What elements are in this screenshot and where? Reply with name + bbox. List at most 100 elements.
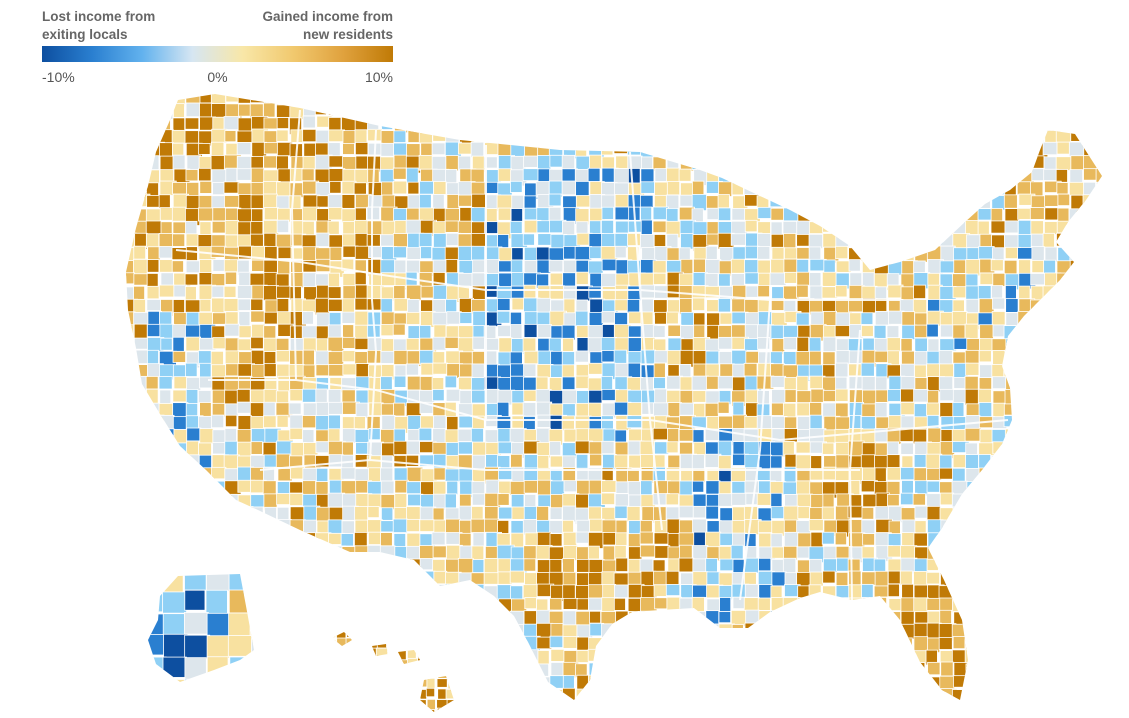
county-cell (602, 662, 615, 680)
county-cell (562, 597, 579, 610)
county-cell (562, 687, 576, 700)
county-cell (887, 494, 900, 507)
county-cell (563, 94, 578, 106)
county-cell (693, 649, 711, 663)
county-cell (1056, 182, 1069, 195)
county-cell (134, 154, 150, 167)
county-cell (314, 103, 327, 116)
county-cell (1042, 94, 1055, 104)
county-cell (1056, 675, 1071, 692)
county-cell (420, 663, 435, 679)
county-cell (977, 208, 992, 221)
county-cell (1057, 650, 1070, 667)
county-cell (1096, 583, 1102, 601)
county-cell (652, 142, 667, 157)
county-cell (731, 130, 746, 146)
county-cell (680, 663, 696, 676)
county-cell (184, 574, 207, 591)
county-cell (679, 130, 691, 146)
county-cell (380, 558, 393, 571)
county-cell (665, 311, 679, 325)
county-cell (347, 678, 361, 694)
county-cell (289, 688, 303, 700)
county-cell (471, 481, 486, 495)
county-cell (368, 597, 383, 612)
county-cell (666, 350, 681, 367)
county-cell (795, 624, 812, 640)
county-cell (457, 220, 473, 234)
county-cell (731, 624, 744, 637)
county-cell (1056, 428, 1072, 441)
county-cell (797, 207, 811, 223)
county-cell (914, 650, 928, 665)
county-cell (1017, 623, 1031, 639)
county-cell (1030, 403, 1043, 420)
county-cell (875, 702, 886, 716)
county-cell (445, 117, 461, 130)
county-cell (329, 180, 342, 194)
county-cell (406, 570, 424, 588)
county-cell (471, 389, 487, 404)
county-cell (901, 234, 917, 250)
county-cell (550, 701, 563, 716)
county-cell (1068, 506, 1082, 520)
county-cell (458, 680, 470, 693)
county-cell (613, 454, 629, 469)
county-cell (484, 103, 503, 116)
county-cell (497, 701, 513, 717)
county-cell (1030, 675, 1049, 689)
county-cell (172, 689, 185, 700)
county-cell (251, 702, 264, 718)
county-cell (653, 532, 669, 545)
county-cell (666, 676, 684, 691)
county-cell (1082, 480, 1100, 495)
county-cell (523, 259, 538, 275)
county-cell (327, 428, 341, 443)
county-cell (342, 336, 356, 349)
county-cell (927, 195, 942, 211)
county-cell (771, 181, 788, 194)
county-cell (978, 702, 993, 715)
county-cell (302, 220, 315, 237)
county-cell (224, 130, 237, 143)
county-cell (380, 104, 394, 118)
county-cell (731, 349, 748, 366)
county-cell (823, 703, 838, 714)
county-cell (328, 401, 345, 415)
county-cell (757, 688, 771, 700)
county-cell (471, 193, 486, 210)
county-cell (1043, 506, 1057, 522)
county-cell (691, 154, 706, 171)
county-cell (211, 285, 225, 298)
county-cell (614, 676, 631, 689)
county-cell (1043, 637, 1059, 655)
county-cell (835, 245, 849, 260)
county-cell (627, 533, 641, 548)
county-cell (314, 676, 328, 690)
county-cell (797, 506, 811, 519)
county-cell (951, 584, 967, 597)
county-cell (966, 585, 980, 600)
county-cell (1109, 664, 1122, 679)
county-cell (939, 544, 954, 558)
county-cell (163, 633, 189, 659)
county-cell (497, 234, 510, 249)
county-cell (387, 648, 401, 662)
county-cell (328, 598, 343, 617)
county-cell (653, 624, 671, 642)
county-cell (126, 427, 139, 444)
county-cell (536, 129, 552, 142)
county-cell (602, 104, 618, 120)
county-cell (224, 440, 238, 456)
county-cell (744, 583, 759, 598)
county-cell (614, 649, 630, 667)
county-cell (874, 662, 890, 681)
county-cell (1004, 181, 1017, 196)
county-cell (966, 143, 981, 158)
county-cell (509, 481, 526, 496)
county-cell (263, 325, 277, 341)
county-cell (849, 103, 865, 118)
county-cell (432, 94, 445, 104)
county-cell (951, 689, 965, 700)
